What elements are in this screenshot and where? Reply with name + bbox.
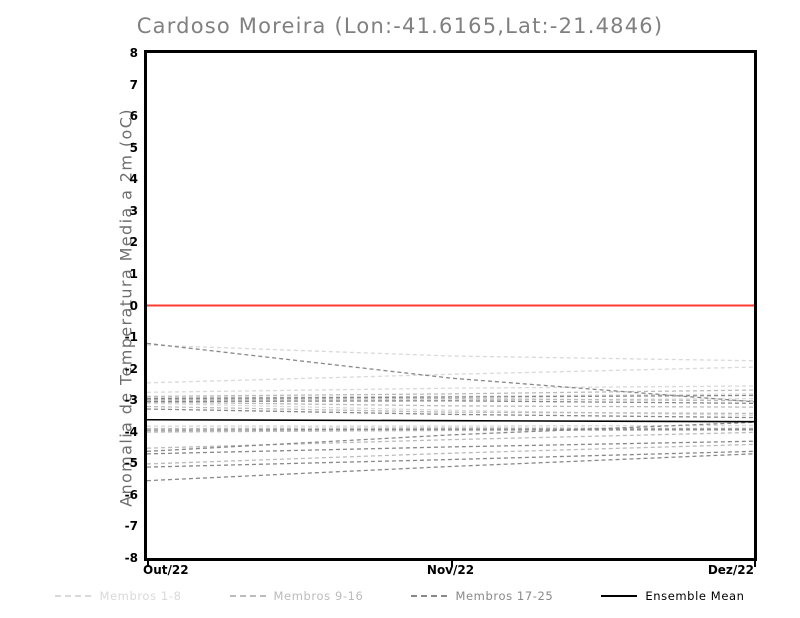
chart-title: Cardoso Moreira (Lon:-41.6165,Lat:-21.48… xyxy=(136,14,664,38)
legend-label: Membros 9-16 xyxy=(273,589,364,603)
y-tick-label: 5 xyxy=(129,140,138,155)
member-line xyxy=(147,401,754,404)
y-tick-label: 1 xyxy=(129,266,138,281)
y-tick-label: 3 xyxy=(129,203,138,218)
member-line xyxy=(147,390,754,396)
member-line xyxy=(147,409,754,418)
y-tick-label: -5 xyxy=(124,456,138,471)
plot-inner xyxy=(147,53,754,558)
y-tick-label: -3 xyxy=(124,393,138,408)
plot-area xyxy=(144,50,757,561)
member-line xyxy=(147,428,754,429)
member-line xyxy=(147,399,754,401)
series-canvas xyxy=(147,53,754,558)
member-line xyxy=(147,430,754,432)
member-line xyxy=(147,451,754,467)
x-tick-label: Dez/22 xyxy=(707,563,754,577)
member-line xyxy=(147,343,754,401)
legend-item[interactable]: Ensemble Mean xyxy=(601,589,744,603)
y-tick-label: -7 xyxy=(124,519,138,534)
y-tick-label: 6 xyxy=(129,109,138,124)
member-line xyxy=(147,429,754,430)
member-line xyxy=(147,367,754,383)
member-line xyxy=(147,395,754,398)
x-tick-mark xyxy=(450,561,453,567)
chart-legend: Membros 1-8 Membros 9-16 Membros 17-25 Ense… xyxy=(0,588,800,604)
member-line xyxy=(147,441,754,454)
y-tick-label: 2 xyxy=(129,235,138,250)
member-line xyxy=(147,425,754,426)
y-tick-label: 4 xyxy=(129,172,138,187)
member-line xyxy=(147,386,754,392)
legend-label: Membros 17-25 xyxy=(455,589,554,603)
y-tick-label: 0 xyxy=(129,298,138,313)
y-tick-label: -1 xyxy=(124,330,138,345)
y-tick-label: 8 xyxy=(129,46,138,60)
member-line xyxy=(147,422,754,451)
x-tick-mark xyxy=(754,561,756,567)
legend-swatch xyxy=(229,595,266,597)
member-line xyxy=(147,402,754,407)
member-line xyxy=(147,407,754,414)
legend-swatch xyxy=(411,595,448,597)
x-tick-label: Out/22 xyxy=(143,563,189,577)
legend-label: Membros 1-8 xyxy=(99,589,182,603)
y-tick-label: -8 xyxy=(124,551,138,565)
legend-item[interactable]: Membros 17-25 xyxy=(411,589,553,603)
member-line xyxy=(147,444,754,464)
y-tick-label: -6 xyxy=(124,487,138,502)
legend-item[interactable]: Membros 9-16 xyxy=(229,589,364,603)
y-tick-label: -2 xyxy=(124,361,138,376)
y-tick-label: -4 xyxy=(124,424,138,439)
y-tick-label: 7 xyxy=(129,77,138,92)
member-line xyxy=(147,345,754,361)
x-tick-label: Nov/22 xyxy=(426,563,475,577)
legend-label: Ensemble Mean xyxy=(645,589,745,603)
member-line xyxy=(147,403,754,415)
ensemble-mean-line xyxy=(147,420,754,422)
legend-swatch xyxy=(55,595,92,597)
x-tick-mark xyxy=(147,561,149,567)
legend-swatch xyxy=(601,595,638,597)
legend-item[interactable]: Membros 1-8 xyxy=(55,589,181,603)
member-line xyxy=(147,454,754,481)
